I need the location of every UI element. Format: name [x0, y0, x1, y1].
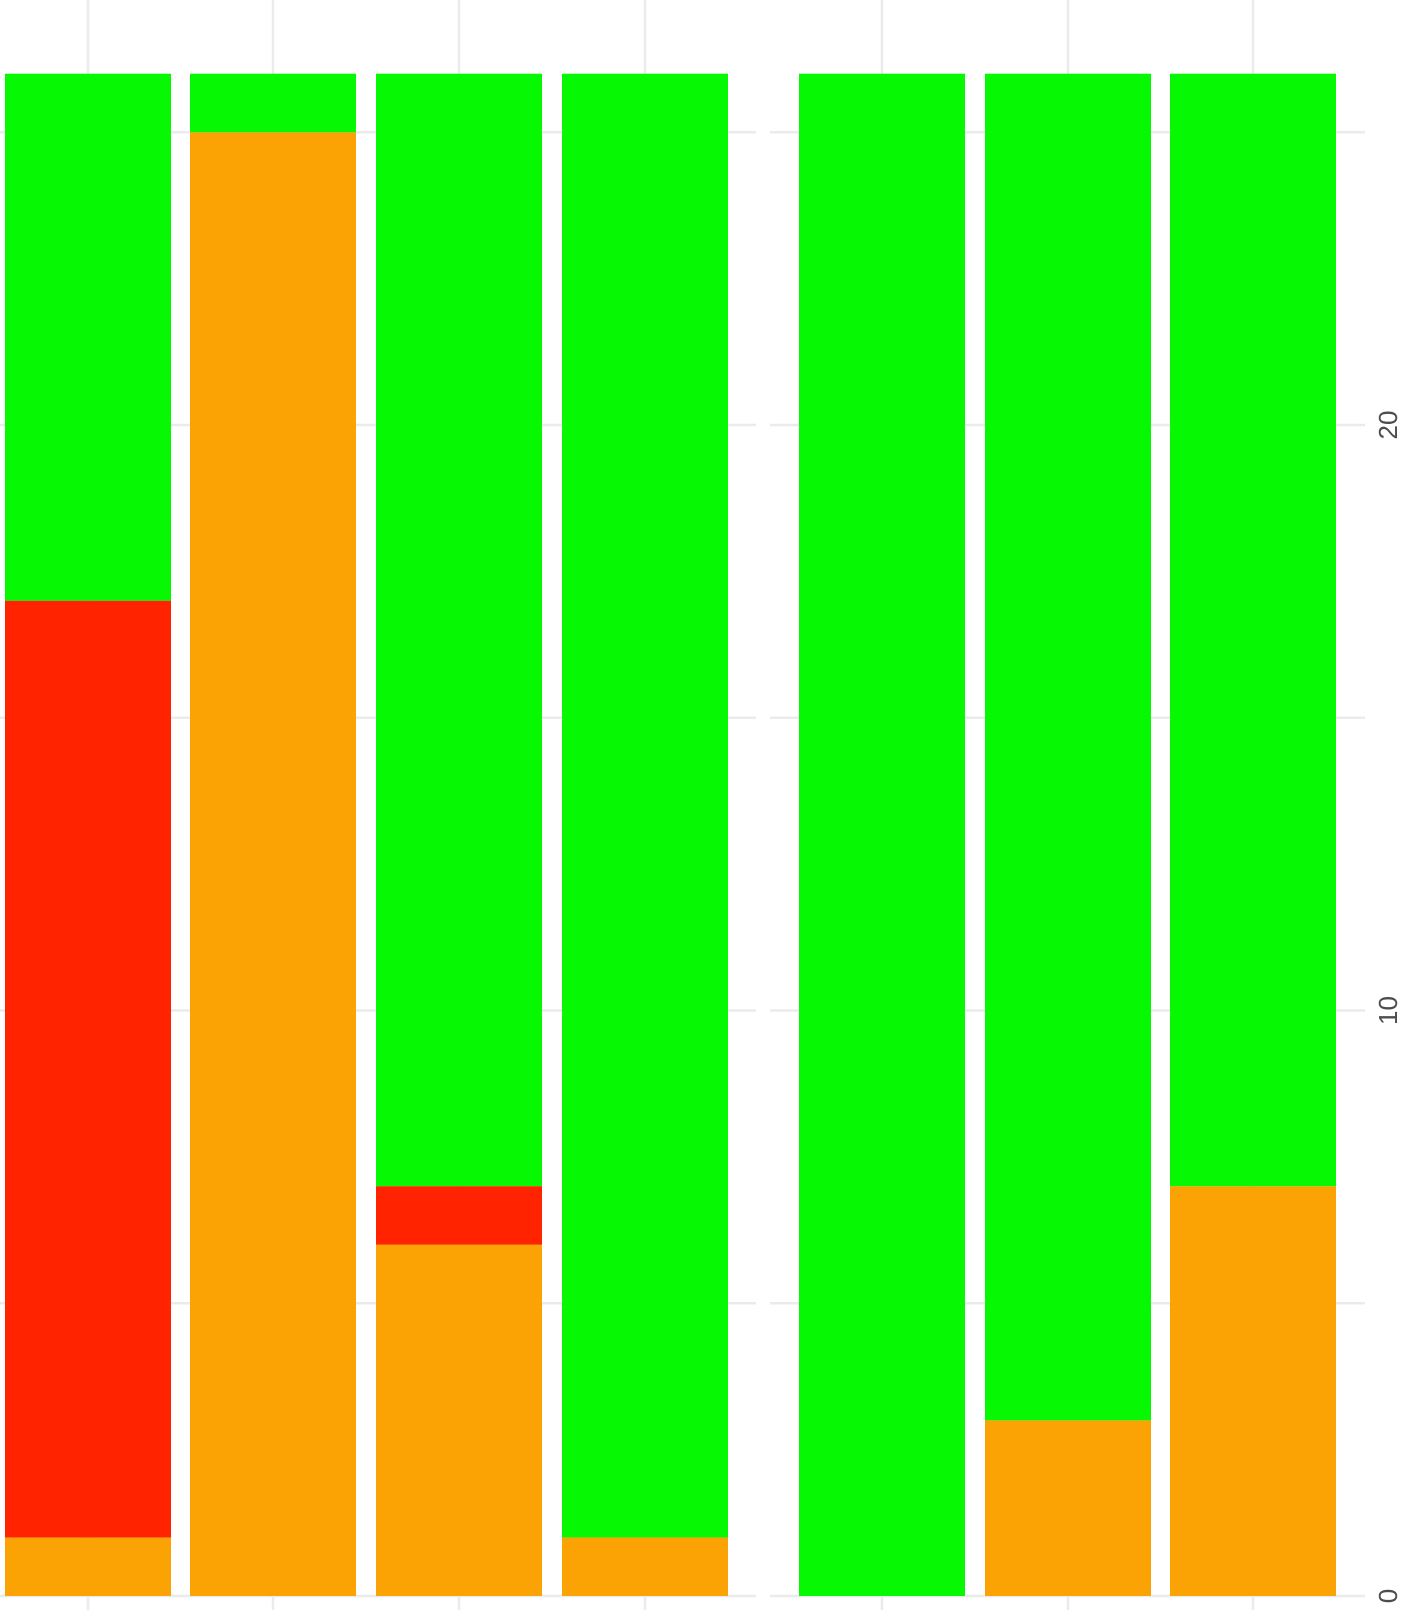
bar-2	[190, 73, 356, 1596]
bar-7	[1170, 73, 1336, 1596]
bar-4-segment-orange	[562, 1537, 728, 1596]
bar-6-segment-orange	[985, 1420, 1151, 1596]
y-tick-label-0: 0	[1373, 1589, 1403, 1603]
bar-3-segment-green	[376, 73, 542, 1187]
bar-3	[376, 73, 542, 1596]
y-tick-label-20: 20	[1373, 411, 1403, 440]
bar-5	[799, 73, 965, 1597]
bar-2-segment-green	[190, 73, 356, 133]
bar-1-segment-red	[5, 600, 171, 1538]
bar-6	[985, 73, 1151, 1596]
y-tick-label-10: 10	[1373, 996, 1403, 1025]
bar-3-segment-red	[376, 1186, 542, 1245]
y-axis-tick-labels: 0 10 20	[1373, 411, 1403, 1604]
bar-7-segment-green	[1170, 73, 1336, 1187]
bar-6-segment-green	[985, 73, 1151, 1421]
bar-7-segment-orange	[1170, 1186, 1336, 1596]
bar-2-segment-orange	[190, 132, 356, 1596]
bars	[5, 73, 1336, 1597]
bar-4	[562, 73, 728, 1596]
bar-4-segment-green	[562, 73, 728, 1538]
bar-1-segment-green	[5, 73, 171, 601]
bar-1	[5, 73, 171, 1596]
bar-1-segment-orange	[5, 1537, 171, 1596]
bar-3-segment-orange	[376, 1244, 542, 1596]
bar-5-segment-green	[799, 73, 965, 1597]
